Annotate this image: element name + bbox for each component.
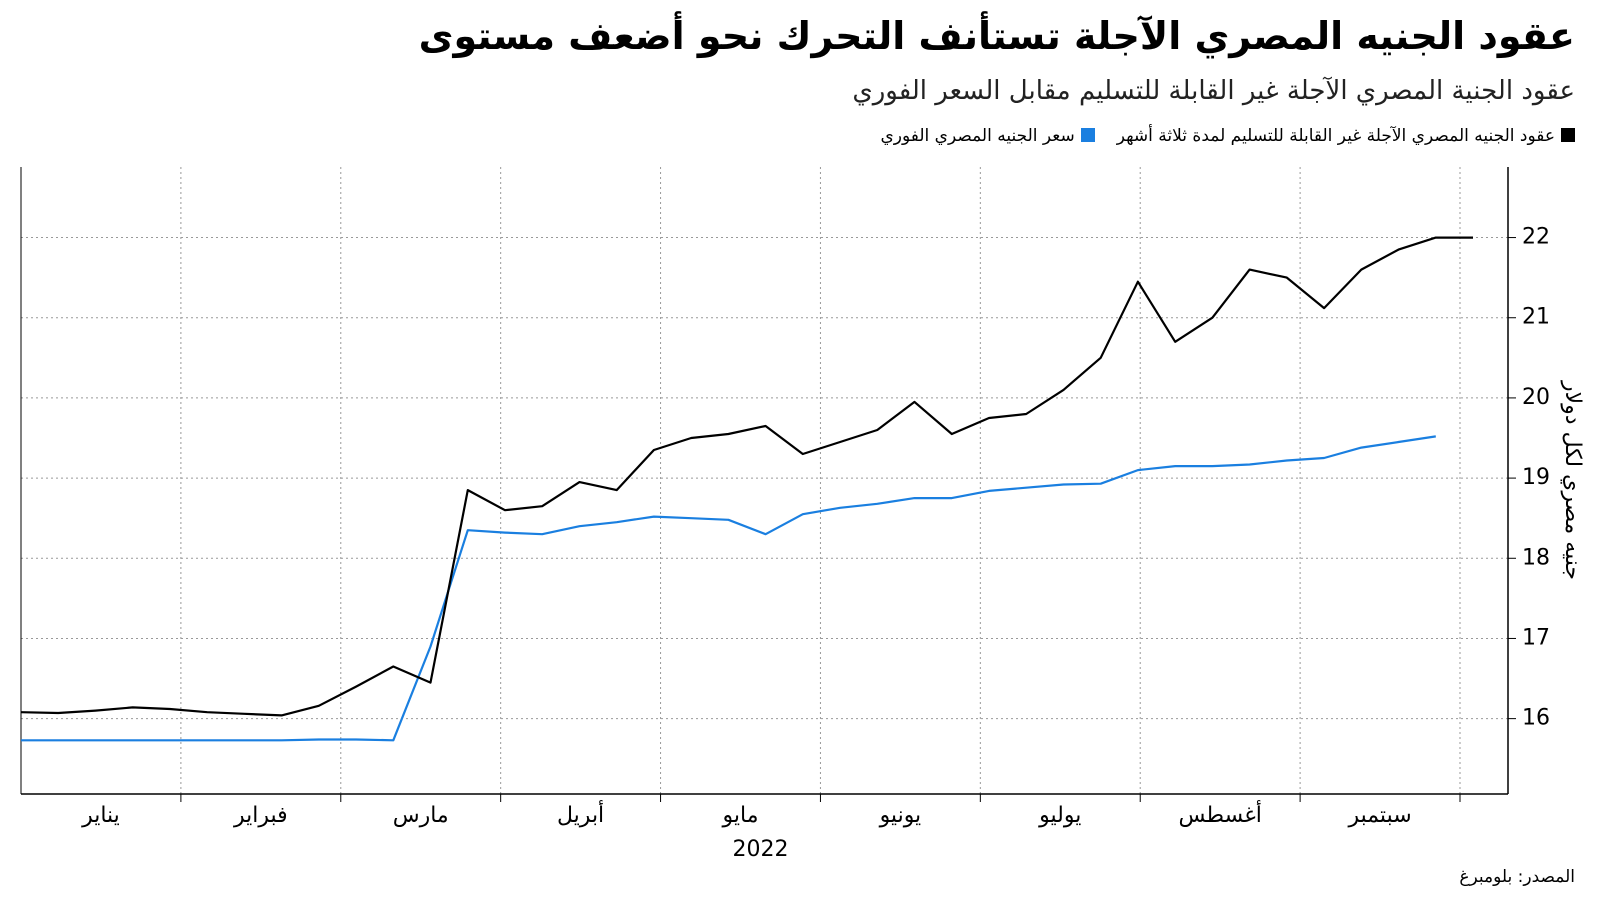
- y-tick-label: 21: [1522, 305, 1550, 330]
- chart-subtitle: عقود الجنية المصري الآجلة غير القابلة لل…: [852, 76, 1575, 106]
- x-tick-label: سبتمبر: [1347, 803, 1411, 828]
- x-tick-label: مايو: [722, 803, 759, 828]
- legend: عقود الجنيه المصري الآجلة غير القابلة لل…: [880, 126, 1575, 146]
- x-tick-label: يونيو: [879, 803, 922, 828]
- legend-swatch: [1080, 128, 1095, 142]
- series-line: [20, 236, 1473, 717]
- x-tick-label: أغسطس: [1178, 800, 1261, 828]
- x-tick-label: أبريل: [557, 800, 604, 828]
- y-tick-label: 20: [1522, 385, 1550, 410]
- x-tick-label: فبراير: [233, 803, 288, 828]
- series-line: [21, 435, 1436, 742]
- y-tick-label: 19: [1522, 465, 1550, 490]
- legend-item: سعر الجنيه المصري الفوري: [880, 126, 1095, 146]
- legend-label: سعر الجنيه المصري الفوري: [880, 126, 1075, 146]
- legend-item: عقود الجنيه المصري الآجلة غير القابلة لل…: [1117, 126, 1575, 146]
- y-tick-label: 18: [1522, 545, 1550, 570]
- y-tick-label: 16: [1522, 706, 1550, 731]
- chart-title: عقود الجنيه المصري الآجلة تستأنف التحرك …: [418, 14, 1575, 58]
- x-axis-label: 2022: [733, 837, 789, 862]
- legend-swatch: [1561, 128, 1575, 142]
- y-axis-label: جنيه مصري لكل دولار: [1560, 380, 1585, 580]
- x-tick-label: مارس: [393, 803, 449, 828]
- legend-label: عقود الجنيه المصري الآجلة غير القابلة لل…: [1116, 126, 1555, 146]
- x-tick-label: يوليو: [1038, 803, 1081, 828]
- y-tick-label: 22: [1522, 225, 1550, 250]
- x-tick-label: يناير: [81, 803, 120, 828]
- source: المصدر: بلومبرغ: [1459, 867, 1575, 887]
- y-tick-label: 17: [1522, 625, 1550, 650]
